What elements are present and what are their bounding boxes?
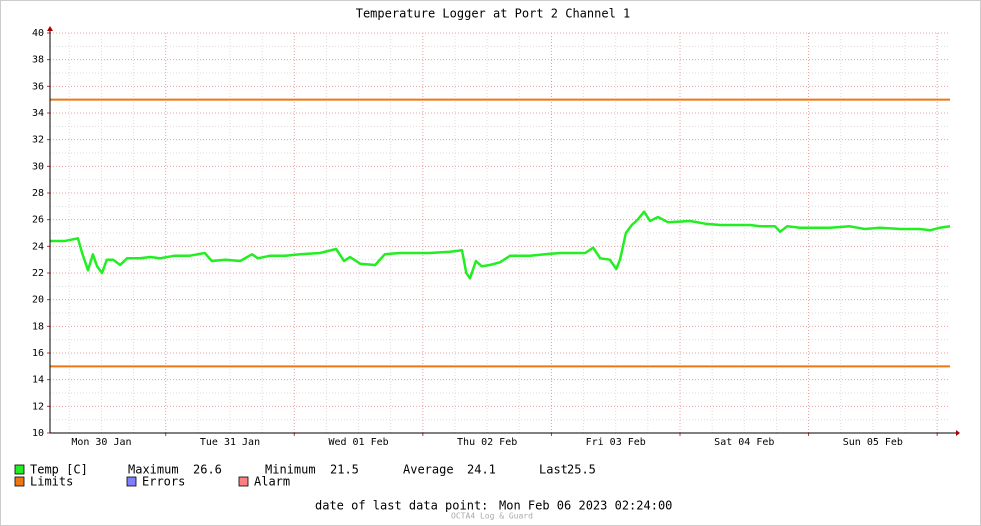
y-tick-label: 34 — [32, 108, 44, 119]
chart-title: Temperature Logger at Port 2 Channel 1 — [356, 7, 631, 21]
y-tick-label: 36 — [32, 81, 44, 92]
y-tick-label: 20 — [32, 295, 44, 306]
y-tick-label: 12 — [32, 401, 44, 412]
legend-label: Errors — [142, 475, 185, 489]
y-tick-label: 30 — [32, 161, 44, 172]
x-tick-label: Wed 01 Feb — [328, 437, 388, 448]
data — [50, 98, 951, 368]
x-arrow — [956, 430, 960, 436]
stat-value: 24.1 — [467, 463, 496, 477]
y-tick-label: 22 — [32, 268, 44, 279]
y-tick-label: 32 — [32, 135, 44, 146]
y-tick-label: 10 — [32, 428, 44, 439]
y-tick-label: 26 — [32, 215, 44, 226]
footer-label: date of last data point: — [315, 499, 488, 513]
temp-line — [50, 210, 951, 280]
stat-label: Last — [539, 463, 568, 477]
legend-swatch — [126, 476, 137, 487]
stat-value: 21.5 — [330, 463, 359, 477]
stat-label: Minimum — [265, 463, 316, 477]
legend-label: Temp [C] — [30, 463, 88, 477]
y-tick-label: 14 — [32, 375, 44, 386]
watermark: OCTA4 Log & Guard — [451, 512, 533, 521]
legend-label: Limits — [30, 475, 73, 489]
y-tick-label: 18 — [32, 321, 44, 332]
x-tick-label: Tue 31 Jan — [200, 437, 260, 448]
x-tick-label: Sun 05 Feb — [843, 437, 903, 448]
y-tick-label: 24 — [32, 241, 44, 252]
legend-swatch — [238, 476, 249, 487]
x-tick-label: Sat 04 Feb — [714, 437, 774, 448]
x-tick-label: Mon 30 Jan — [71, 437, 131, 448]
legend-swatch — [14, 476, 25, 487]
stat-label: Average — [403, 463, 454, 477]
y-tick-label: 38 — [32, 55, 44, 66]
y-tick-label: 16 — [32, 348, 44, 359]
x-tick-label: Thu 02 Feb — [457, 437, 517, 448]
y-tick-label: 40 — [32, 28, 44, 39]
y-tick-label: 28 — [32, 188, 44, 199]
stat-value: 26.6 — [193, 463, 222, 477]
y-arrow — [47, 26, 53, 31]
legend-swatch — [14, 464, 25, 475]
stat-label: Maximum — [128, 463, 179, 477]
legend-label: Alarm — [254, 475, 290, 489]
stat-value: 25.5 — [567, 463, 596, 477]
x-tick-label: Fri 03 Feb — [586, 437, 646, 448]
legend: Temp [C] Maximum 26.6 Minimum 21.5 Average 24.… — [14, 463, 596, 489]
footer-value: Mon Feb 06 2023 02:24:00 — [499, 499, 672, 513]
